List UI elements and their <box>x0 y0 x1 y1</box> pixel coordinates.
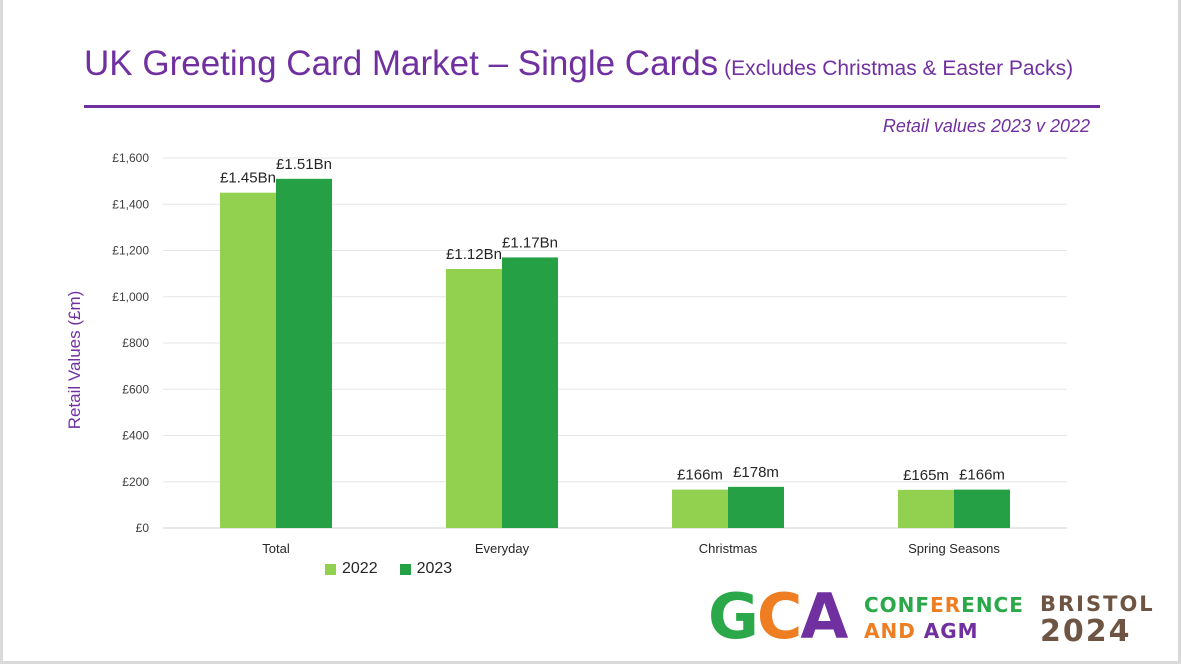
logo-text-segment: AND <box>864 619 924 643</box>
data-label-2023: £166m <box>959 467 1005 484</box>
legend-label-2023: 2023 <box>416 560 453 577</box>
y-tick-label: £400 <box>122 429 149 443</box>
slide-title: UK Greeting Card Market – Single Cards (E… <box>84 44 1073 84</box>
y-tick-label: £1,200 <box>112 244 149 258</box>
logo-letter: C <box>756 580 802 653</box>
bar-chart: £0 £200 £400 £600 £800 £1,000 £1,200 £1,400 £1,6… <box>65 151 1067 556</box>
y-tick-label: £200 <box>122 475 149 489</box>
y-tick-label: £1,600 <box>112 151 149 165</box>
bar-2023 <box>502 257 558 528</box>
conference-and-agm-text: CONFERENCE AND AGM <box>864 592 1024 644</box>
y-tick-label: £1,400 <box>112 197 149 211</box>
data-label-2023: £1.17Bn <box>502 234 558 251</box>
legend-label-2022: 2022 <box>342 560 378 577</box>
logo-year: 2024 <box>1040 614 1132 649</box>
logo-text-segment: AGM <box>923 619 979 643</box>
data-label-2022: £1.45Bn <box>220 170 276 187</box>
title-main: UK Greeting Card Market – Single Cards <box>84 44 719 83</box>
logo-text-segment: ENCE <box>961 593 1024 617</box>
data-label-2023: £178m <box>733 464 779 481</box>
y-tick-label: £1,000 <box>112 290 149 304</box>
bar-2023 <box>276 178 332 528</box>
x-category-label: Christmas <box>699 541 758 556</box>
logo-text-segment: ER <box>930 593 962 617</box>
bar-2023 <box>728 486 784 528</box>
title-note: (Excludes Christmas & Easter Packs) <box>724 57 1074 80</box>
data-labels: £1.45Bn£1.51Bn £1.12Bn£1.17Bn £166m £178m £1… <box>220 156 1005 484</box>
legend: 2022 2023 <box>325 560 452 578</box>
chart-subtitle: Retail values 2023 v 2022 <box>882 116 1090 136</box>
logo-line-conference: CONFERENCE <box>864 592 1024 618</box>
data-label-2022: £166m <box>677 467 723 484</box>
gca-logo: GCA CONFERENCE AND AGM BRISTOL 2024 <box>708 580 1153 653</box>
legend-item-2022: 2022 <box>325 560 378 578</box>
y-tick-label: £0 <box>136 521 150 535</box>
data-label-2022: £1.12Bn <box>446 246 502 263</box>
bars <box>220 178 1010 528</box>
bar-2023 <box>954 489 1010 528</box>
bar-2022 <box>446 269 502 528</box>
data-label-2022: £165m <box>903 467 949 484</box>
y-tick-label: £600 <box>122 382 149 396</box>
legend-swatch-2022 <box>325 563 336 575</box>
title-divider <box>84 105 1100 108</box>
bar-2022 <box>220 192 276 528</box>
logo-text-segment: CONF <box>864 593 931 617</box>
logo-letter: G <box>708 580 759 653</box>
y-tick-label: £800 <box>122 336 149 350</box>
y-axis-label: Retail Values (£m) <box>65 291 84 430</box>
x-category-label: Spring Seasons <box>908 541 1000 556</box>
bar-2022 <box>898 489 954 528</box>
x-axis-categories: Total Everyday Christmas Spring Seasons <box>262 541 1000 556</box>
x-category-label: Everyday <box>475 541 530 556</box>
gca-logo-letters: GCA <box>708 580 848 653</box>
data-label-2023: £1.51Bn <box>276 156 332 173</box>
logo-line-and-agm: AND AGM <box>864 618 1024 644</box>
legend-item-2023: 2023 <box>399 560 453 578</box>
legend-swatch-2023 <box>399 563 411 575</box>
bar-2022 <box>672 489 728 528</box>
logo-city: BRISTOL <box>1040 592 1155 616</box>
y-axis-ticks: £0 £200 £400 £600 £800 £1,000 £1,200 £1,400 £1,6… <box>112 151 149 535</box>
x-category-label: Total <box>262 541 290 556</box>
logo-letter: A <box>800 580 848 653</box>
